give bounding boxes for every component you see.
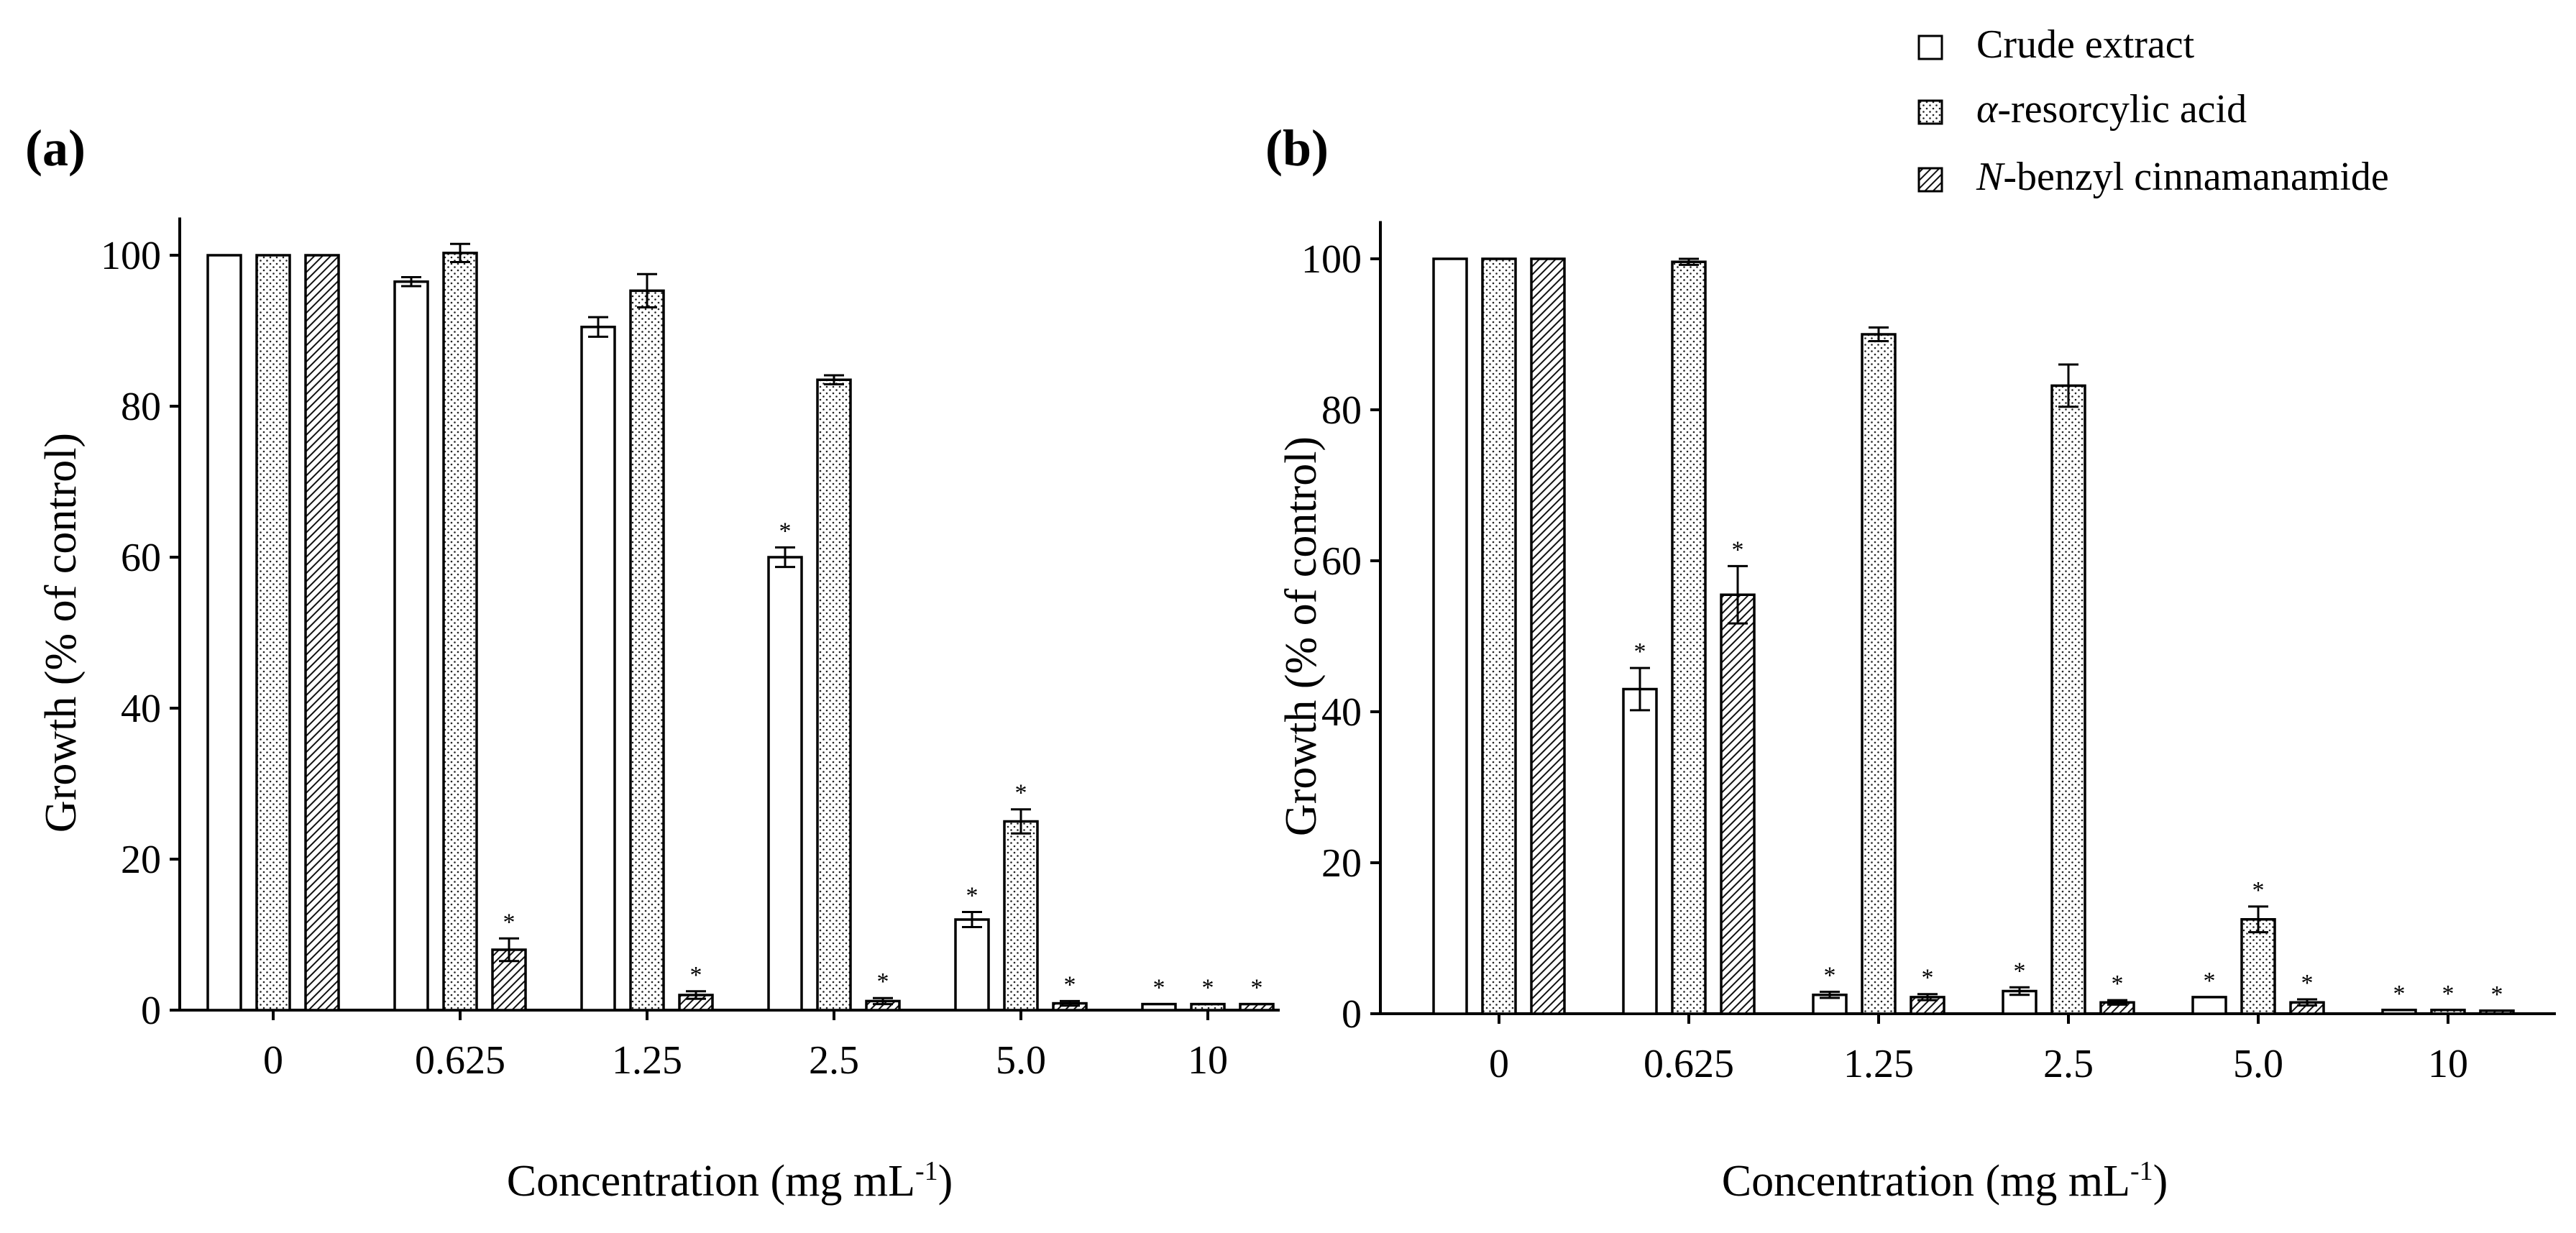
legend-label-benzyl-cinnamanamide: N-benzyl cinnamanamide	[1976, 155, 2389, 199]
x-tick-label: 5.0	[2233, 1042, 2283, 1086]
bar-crude	[1432, 257, 1468, 1015]
x-tick-label: 0	[263, 1038, 283, 1083]
significance-asterisk: *	[779, 518, 792, 544]
x-tick-label: 5.0	[996, 1038, 1046, 1083]
significance-asterisk: *	[2112, 971, 2124, 997]
bar-resorcylic	[2050, 384, 2086, 1015]
plot-area-a: 0 20 40 60 80 100 0 0.625 * 1.25 * 2.5 * * 5.0 * * * 10 * * *	[101, 217, 1280, 1083]
significance-asterisk: *	[2204, 968, 2216, 994]
bar-resorcylic	[442, 252, 478, 1012]
y-tick-label: 20	[121, 838, 161, 882]
significance-asterisk: *	[2014, 958, 2026, 984]
x-tick-label: 0.625	[1644, 1042, 1734, 1086]
legend-swatch-crude-extract	[1917, 35, 1943, 60]
y-tick-label: 40	[1321, 690, 1362, 735]
significance-asterisk: *	[1064, 971, 1076, 998]
x-tick-label: 1.25	[612, 1038, 682, 1083]
y-tick-label: 100	[101, 234, 161, 278]
significance-asterisk: *	[1922, 965, 1934, 991]
significance-asterisk: *	[2442, 981, 2454, 1007]
bar-crude	[1622, 687, 1658, 1015]
bar-resorcylic	[816, 378, 852, 1012]
bar-crude	[2381, 1009, 2417, 1015]
significance-asterisk: *	[1202, 975, 1214, 1001]
y-tick-label: 0	[1342, 992, 1362, 1037]
bar-crude	[580, 326, 616, 1012]
bar-resorcylic	[1003, 820, 1039, 1012]
plot-area-b: 0 20 40 60 80 100 0 0.625 * * 1.25 * * 2.5 * * 5.0 * * * 10 *…	[1301, 221, 2556, 1086]
x-tick-label: 2.5	[809, 1038, 859, 1083]
legend-item-resorcylic-acid: α-resorcylic acid	[1917, 87, 2247, 132]
bar-crude	[2191, 996, 2227, 1015]
bar-crude	[393, 280, 429, 1012]
x-tick-label: 0.625	[415, 1038, 505, 1083]
bar-resorcylic	[1861, 333, 1897, 1015]
significance-asterisk: *	[966, 883, 978, 909]
x-tick-label: 10	[2428, 1042, 2468, 1086]
significance-asterisk: *	[2301, 970, 2314, 996]
panel-a: (a) Growth (% of control) Concentration …	[25, 119, 1280, 1206]
bar-cinnamanamide	[1239, 1002, 1275, 1012]
bar-resorcylic	[2430, 1009, 2466, 1015]
x-tick-label: 2.5	[2043, 1042, 2094, 1086]
y-tick-label: 40	[121, 687, 161, 731]
significance-asterisk: *	[1153, 975, 1165, 1001]
bar-resorcylic	[2240, 918, 2276, 1015]
bar-crude	[206, 254, 242, 1012]
y-tick-label: 80	[1321, 388, 1362, 433]
significance-asterisk: *	[2491, 981, 2503, 1008]
y-tick-label: 0	[141, 989, 161, 1033]
x-tick-label: 0	[1489, 1042, 1509, 1086]
x-axis-label-b: Concentration (mg mL-1)	[1722, 1156, 2168, 1206]
significance-asterisk: *	[2393, 981, 2406, 1007]
y-tick-label: 20	[1321, 841, 1362, 886]
bar-crude	[767, 556, 803, 1012]
bar-cinnamanamide	[1720, 593, 1756, 1015]
significance-asterisk: *	[877, 968, 889, 995]
legend-label-resorcylic-acid: α-resorcylic acid	[1976, 87, 2247, 132]
bar-crude	[954, 918, 990, 1012]
bar-crude	[1141, 1002, 1177, 1012]
bar-resorcylic	[1481, 257, 1517, 1015]
legend-item-benzyl-cinnamanamide: N-benzyl cinnamanamide	[1917, 155, 2389, 199]
bar-resorcylic	[1671, 260, 1707, 1015]
bar-cinnamanamide	[304, 254, 340, 1012]
significance-asterisk: *	[1634, 638, 1646, 665]
panel-b: (b) Growth (% of control) Concentration …	[1265, 119, 2556, 1206]
y-tick-label: 60	[1321, 539, 1362, 584]
x-tick-label: 10	[1188, 1038, 1228, 1083]
panel-label-a: (a)	[25, 119, 86, 177]
y-axis-label-a: Growth (% of control)	[37, 433, 86, 833]
bar-resorcylic	[255, 254, 291, 1012]
legend-label-crude-extract: Crude extract	[1976, 22, 2195, 67]
significance-asterisk: *	[1251, 975, 1263, 1001]
x-axis-label-a: Concentration (mg mL-1)	[507, 1156, 953, 1206]
y-tick-label: 60	[121, 536, 161, 580]
y-tick-label: 80	[121, 385, 161, 429]
y-axis-label-b: Growth (% of control)	[1277, 436, 1326, 836]
bar-resorcylic	[1190, 1002, 1226, 1012]
panel-label-b: (b)	[1265, 119, 1329, 177]
bar-cinnamanamide	[2479, 1009, 2515, 1015]
legend-item-crude-extract: Crude extract	[1917, 22, 2195, 67]
y-tick-label: 100	[1301, 237, 1362, 282]
bar-cinnamanamide	[1530, 257, 1566, 1015]
significance-asterisk: *	[503, 909, 515, 935]
significance-asterisk: *	[1015, 780, 1027, 807]
bar-cinnamanamide	[491, 948, 527, 1012]
significance-asterisk: *	[1824, 963, 1836, 989]
significance-asterisk: *	[2252, 877, 2265, 904]
legend-swatch-resorcylic-acid	[1917, 99, 1943, 125]
legend: Crude extract α-resorcylic acid N-benzyl…	[1917, 22, 2389, 199]
significance-asterisk: *	[690, 962, 702, 989]
significance-asterisk: *	[1732, 536, 1744, 563]
x-tick-label: 1.25	[1843, 1042, 1914, 1086]
legend-swatch-benzyl-cinnamanamide	[1917, 167, 1943, 193]
bar-resorcylic	[629, 289, 665, 1012]
